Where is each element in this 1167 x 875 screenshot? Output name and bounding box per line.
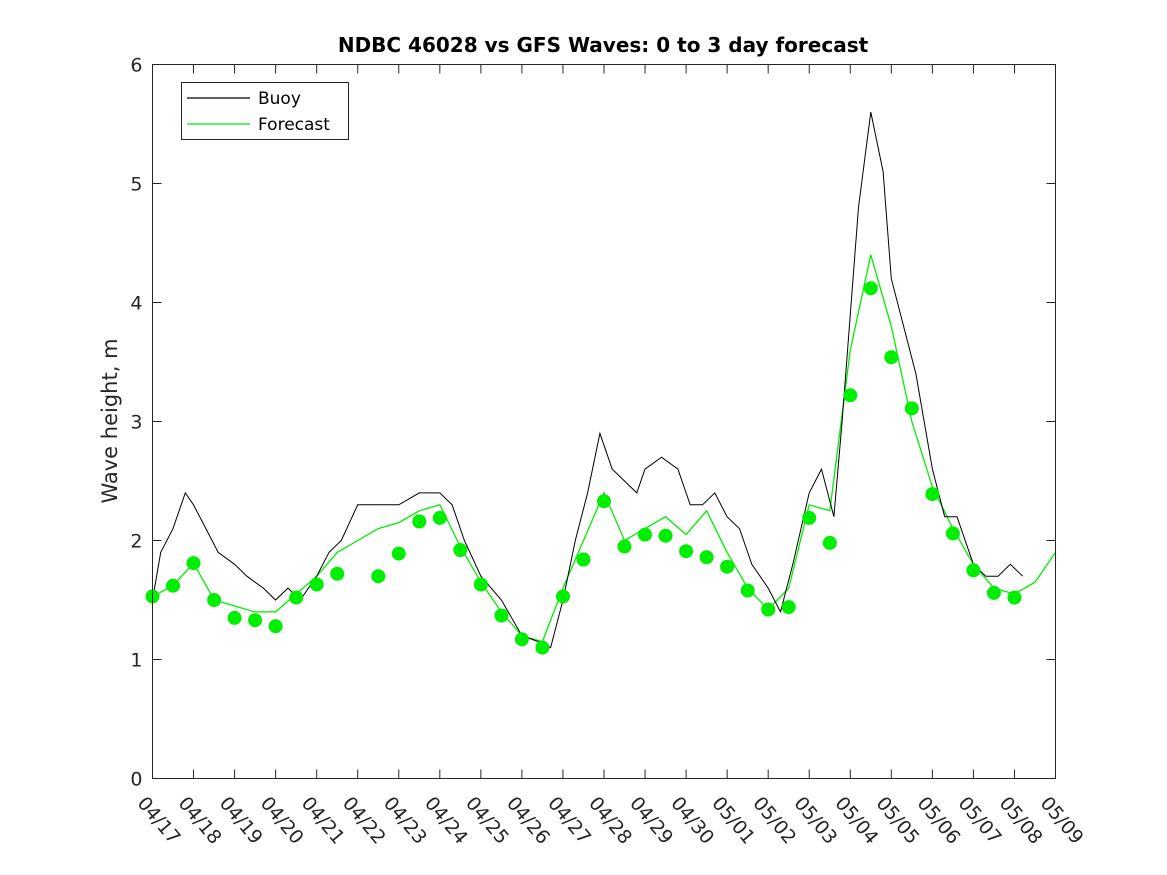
forecast-marker xyxy=(432,510,447,525)
legend: Buoy Forecast xyxy=(181,82,349,140)
forecast-marker xyxy=(186,556,201,571)
forecast-marker xyxy=(576,552,591,567)
forecast-marker xyxy=(473,577,488,592)
forecast-marker xyxy=(802,510,817,525)
forecast-marker xyxy=(884,350,899,365)
legend-forecast-label: Forecast xyxy=(258,115,330,135)
forecast-marker xyxy=(966,563,981,578)
forecast-marker xyxy=(658,528,673,543)
forecast-marker xyxy=(679,544,694,559)
forecast-marker xyxy=(166,578,180,593)
forecast-marker xyxy=(412,514,427,529)
forecast-marker xyxy=(617,539,632,554)
forecast-marker xyxy=(391,546,406,561)
y-tick-label: 4 xyxy=(130,293,142,315)
forecast-marker xyxy=(494,608,509,623)
forecast-marker xyxy=(268,619,283,634)
forecast-marker xyxy=(863,281,878,296)
y-tick-label: 5 xyxy=(130,174,142,196)
forecast-marker xyxy=(207,593,222,607)
forecast-marker xyxy=(904,401,919,416)
forecast-marker xyxy=(699,550,714,565)
y-tick-label: 3 xyxy=(130,412,142,434)
forecast-marker xyxy=(822,535,837,550)
forecast-marker xyxy=(986,585,1001,600)
forecast-marker xyxy=(227,610,242,625)
y-tick-label: 6 xyxy=(130,55,142,77)
forecast-marker xyxy=(720,559,735,574)
forecast-marker xyxy=(597,494,611,509)
plot-area xyxy=(152,64,1056,779)
forecast-marker xyxy=(740,583,755,598)
forecast-marker xyxy=(925,487,940,502)
y-axis-label: Wave height, m xyxy=(98,338,122,503)
forecast-marker xyxy=(761,602,776,617)
y-tick-label: 0 xyxy=(130,769,142,791)
forecast-marker xyxy=(945,526,960,541)
buoy-line xyxy=(152,111,1024,649)
forecast-marker xyxy=(638,527,652,542)
forecast-marker xyxy=(843,388,858,403)
forecast-marker xyxy=(453,543,468,557)
forecast-marker xyxy=(514,632,529,647)
legend-box xyxy=(181,82,349,140)
forecast-marker xyxy=(248,613,263,628)
forecast-marker xyxy=(309,577,324,592)
y-tick-label: 1 xyxy=(130,650,142,672)
forecast-marker xyxy=(1007,590,1022,605)
forecast-marker xyxy=(535,640,550,655)
forecast-marker xyxy=(556,589,570,604)
chart-title: NDBC 46028 vs GFS Waves: 0 to 3 day fore… xyxy=(338,33,869,57)
forecast-marker xyxy=(330,566,345,581)
forecast-marker xyxy=(781,600,796,615)
forecast-marker xyxy=(371,569,386,584)
legend-buoy-label: Buoy xyxy=(258,89,301,109)
forecast-marker xyxy=(289,590,304,605)
forecast-line xyxy=(152,254,1057,643)
y-tick-label: 2 xyxy=(130,531,142,553)
